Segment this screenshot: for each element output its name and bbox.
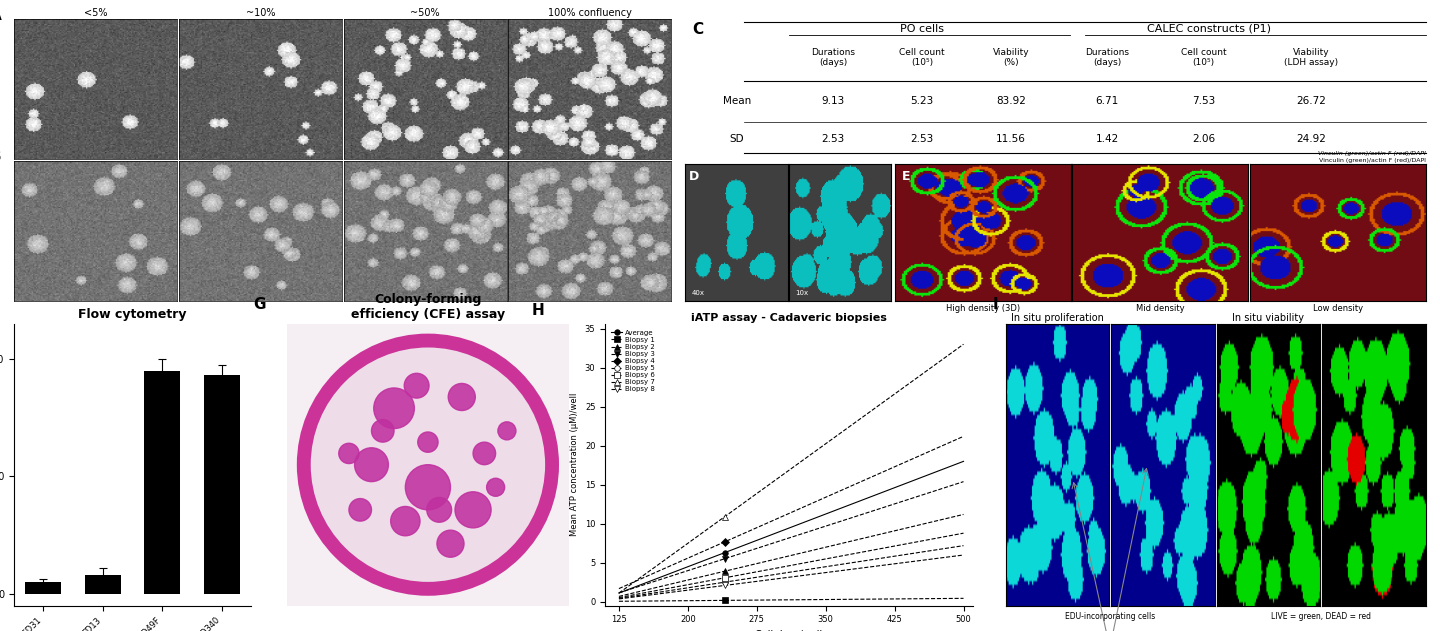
Text: Durations
(days): Durations (days) [1086,47,1129,67]
Text: I: I [994,297,999,312]
Circle shape [418,432,438,452]
Circle shape [436,530,464,557]
Title: In situ viability: In situ viability [1233,313,1305,323]
Bar [85,575,121,594]
X-axis label: Mid density: Mid density [1136,304,1185,313]
Circle shape [304,341,552,589]
Text: 6.71: 6.71 [1096,96,1119,106]
Title: Colony-forming
efficiency (CFE) assay: Colony-forming efficiency (CFE) assay [351,293,505,321]
Text: 7.53: 7.53 [1192,96,1215,106]
Bar [144,370,180,594]
Text: D: D [690,170,700,182]
Text: 40x: 40x [691,290,704,295]
Text: H: H [531,303,544,318]
Text: 5.23: 5.23 [910,96,933,106]
Title: In situ proliferation: In situ proliferation [1011,313,1103,323]
Title: <5%: <5% [84,8,108,18]
X-axis label: Low density: Low density [1313,304,1362,313]
Circle shape [498,422,516,440]
Circle shape [405,374,429,398]
Text: Viability
(LDH assay): Viability (LDH assay) [1283,47,1338,67]
Text: Vinculin (green)/actin F (red)/DAPI: Vinculin (green)/actin F (red)/DAPI [1318,151,1426,156]
Title: Flow cytometry: Flow cytometry [78,308,187,321]
Circle shape [487,478,504,497]
Text: Viability
(%): Viability (%) [992,47,1030,67]
Text: Mean: Mean [723,96,752,106]
Text: 10x: 10x [795,290,808,295]
Text: A: A [0,8,1,23]
Bar [24,582,60,594]
Title: iATP assay - Cadaveric biopsies: iATP assay - Cadaveric biopsies [691,313,887,323]
Text: 83.92: 83.92 [996,96,1025,106]
Bar [204,375,240,594]
Text: Vinculin (green)/actin F (red)/DAPI: Vinculin (green)/actin F (red)/DAPI [1319,158,1426,163]
Circle shape [426,497,452,522]
Circle shape [390,507,420,536]
Circle shape [374,388,415,428]
Text: CALEC constructs (P1): CALEC constructs (P1) [1148,23,1272,33]
Text: B: B [0,150,1,165]
Circle shape [338,443,359,464]
Text: Durations
(days): Durations (days) [811,47,855,67]
Circle shape [354,448,389,481]
Circle shape [348,498,372,521]
Text: 9.13: 9.13 [822,96,845,106]
Text: 26.72: 26.72 [1296,96,1326,106]
Text: LIVE = green, DEAD = red: LIVE = green, DEAD = red [1272,612,1371,621]
Circle shape [455,492,491,528]
Text: Cell count
(10⁵): Cell count (10⁵) [899,47,945,67]
Text: SD: SD [730,134,744,144]
Text: 11.56: 11.56 [996,134,1025,144]
X-axis label: High density (3D): High density (3D) [946,304,1020,313]
Text: 2.06: 2.06 [1192,134,1215,144]
Circle shape [448,384,475,411]
Text: PO cells: PO cells [900,23,945,33]
Text: 2.53: 2.53 [822,134,845,144]
Text: 2.53: 2.53 [910,134,933,144]
Title: ~50%: ~50% [410,8,439,18]
Title: ~10%: ~10% [246,8,275,18]
Title: 100% confluency: 100% confluency [547,8,632,18]
Circle shape [372,420,395,442]
Y-axis label: Mean ATP concentration (μM)/well: Mean ATP concentration (μM)/well [570,393,579,536]
Text: EDU-incorporating cells: EDU-incorporating cells [1066,612,1155,621]
Text: E: E [901,170,910,182]
Text: Cell count
(10⁵): Cell count (10⁵) [1181,47,1227,67]
Circle shape [405,464,451,510]
X-axis label: Cell dose/well: Cell dose/well [756,630,822,631]
Text: G: G [253,297,265,312]
Circle shape [474,442,495,464]
Text: 24.92: 24.92 [1296,134,1326,144]
Legend: Average, Biopsy 1, Biopsy 2, Biopsy 3, Biopsy 4, Biopsy 5, Biopsy 6, Biopsy 7, B: Average, Biopsy 1, Biopsy 2, Biopsy 3, B… [609,327,657,395]
Text: 1.42: 1.42 [1096,134,1119,144]
Text: C: C [693,21,704,37]
